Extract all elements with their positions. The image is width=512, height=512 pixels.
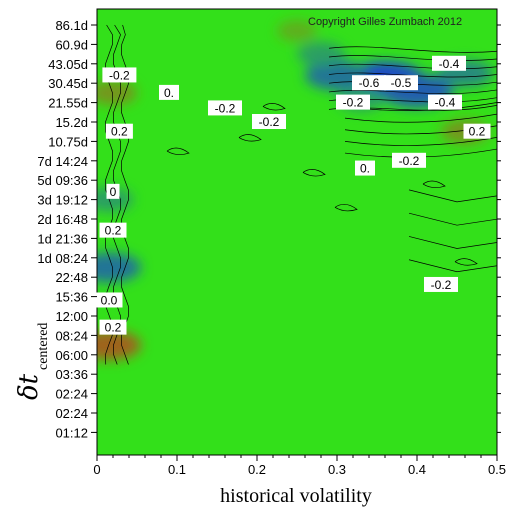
contour-line xyxy=(328,63,497,70)
y-axis-ticks: 86.1d 60.9d 43.05d 30.45d 21.55d 15.2d 10.75d 7… xyxy=(37,18,501,440)
contour-label-text: 0.2 xyxy=(469,125,486,139)
contour-label-text: -0.6 xyxy=(359,76,380,90)
y-tick-label: 5d 09:36 xyxy=(37,173,88,188)
contour-label-text: -0.2 xyxy=(343,96,364,110)
heatmap-feature xyxy=(97,187,133,212)
contour-label: -0.4 xyxy=(432,55,466,71)
y-tick-label: 06:00 xyxy=(55,348,88,363)
contour-label-text: 0.0 xyxy=(101,293,118,307)
contour-label-text: -0.2 xyxy=(215,101,236,115)
contour-label-text: 0. xyxy=(164,86,174,100)
heatmap-feature xyxy=(297,41,345,67)
contour-label: -0.2 xyxy=(336,94,370,110)
x-tick-label: 0.5 xyxy=(488,462,506,477)
contour-label: -0.2 xyxy=(208,100,242,116)
contour-label-text: 0.2 xyxy=(105,321,122,335)
y-tick-label: 86.1d xyxy=(55,18,88,33)
y-tick-label: 15:36 xyxy=(55,290,88,305)
contour-line xyxy=(344,113,497,123)
y-axis-label: δt centered xyxy=(14,323,51,400)
contour-label-text: 0 xyxy=(110,185,117,199)
y-tick-label: 7d 14:24 xyxy=(37,154,88,169)
contour-line xyxy=(344,137,497,146)
y-tick-label: 43.05d xyxy=(48,57,88,72)
x-tick-label: 0.2 xyxy=(248,462,266,477)
contour-label-text: -0.2 xyxy=(259,115,280,129)
contour-label: -0.2 xyxy=(392,152,426,168)
y-tick-label: 02:24 xyxy=(55,387,88,402)
contour-line xyxy=(422,180,446,189)
contour-line xyxy=(408,259,497,273)
y-tick-label: 2d 16:48 xyxy=(37,212,88,227)
contour-label: 0.2 xyxy=(105,123,133,139)
contour-line xyxy=(262,103,286,111)
heatmap-feature xyxy=(277,20,317,42)
contour-label-text: 0.2 xyxy=(105,224,122,238)
y-tick-label: 1d 21:36 xyxy=(37,231,88,246)
contour-line xyxy=(166,147,190,156)
y-tick-label: 15.2d xyxy=(55,115,88,130)
y-tick-label: 01:12 xyxy=(55,425,88,440)
x-tick-label: 0.3 xyxy=(328,462,346,477)
y-tick-label: 30.45d xyxy=(48,76,88,91)
plot-background xyxy=(97,9,497,455)
contour-label-text: -0.2 xyxy=(109,68,130,82)
contour-label: 0. xyxy=(159,84,179,100)
contour-label-text: 0.2 xyxy=(111,125,128,139)
contour-label-text: -0.5 xyxy=(391,76,412,90)
contour-label-text: -0.2 xyxy=(431,278,452,292)
contour-label-text: 0. xyxy=(360,162,370,176)
heatmap-feature xyxy=(97,330,141,361)
contour-label: -0.2 xyxy=(252,114,286,129)
heatmap-feature xyxy=(97,252,141,283)
y-tick-label: 3d 19:12 xyxy=(37,193,88,208)
y-tick-label: 22:48 xyxy=(55,270,88,285)
contour-label: -0.2 xyxy=(424,276,458,292)
contour-label: 0.0 xyxy=(95,292,123,308)
contour-line xyxy=(328,46,497,53)
contour-label: -0.2 xyxy=(102,67,137,83)
y-tick-label: 60.9d xyxy=(55,37,88,52)
copyright-text: Copyright Gilles Zumbach 2012 xyxy=(308,16,462,28)
contour-label: 0.2 xyxy=(99,319,127,335)
contour-label-text: -0.2 xyxy=(399,154,420,168)
x-tick-label: 0 xyxy=(93,462,100,477)
contour-line xyxy=(408,236,497,249)
contour-label-text: -0.4 xyxy=(439,57,460,71)
contour-label: -0.6 xyxy=(352,75,386,91)
contour-label: -0.5 xyxy=(384,75,418,91)
contour-label: 0.2 xyxy=(463,123,491,139)
y-tick-label: 21.55d xyxy=(48,96,88,111)
contour-line xyxy=(238,134,262,142)
y-axis-label-sub: centered xyxy=(36,323,51,370)
y-axis-label-main: δt xyxy=(14,373,44,400)
x-axis-ticks: 0 0.1 0.2 0.3 0.4 0.5 xyxy=(93,455,506,477)
contour-label: 0.2 xyxy=(99,222,127,238)
contour-line xyxy=(408,212,497,226)
y-tick-label: 12:00 xyxy=(55,309,88,324)
contour-labels: -0.6 -0.5 -0.4 -0.4 -0.2 0.2 -0.2 0. 0. -0.2 -0.2 -… xyxy=(95,55,491,335)
contour-line xyxy=(454,258,478,266)
contour-line xyxy=(328,89,497,95)
y-tick-label: 03:36 xyxy=(55,367,88,382)
plot-frame xyxy=(96,8,498,456)
y-tick-label: 08:24 xyxy=(55,328,88,343)
x-tick-label: 0.4 xyxy=(408,462,426,477)
y-tick-label: 1d 08:24 xyxy=(37,251,88,266)
contour-label: 0 xyxy=(106,183,120,199)
contour-label-text: -0.4 xyxy=(435,96,456,110)
x-tick-label: 0.1 xyxy=(168,462,186,477)
y-tick-label: 02:24 xyxy=(55,406,88,421)
contour-line xyxy=(334,204,358,212)
heatmap-feature xyxy=(97,80,137,106)
contour-line xyxy=(302,169,326,177)
contour-label: 0. xyxy=(355,160,375,176)
contour-label: -0.4 xyxy=(428,94,462,110)
x-axis-label: historical volatility xyxy=(220,485,372,507)
contour-line xyxy=(328,55,497,61)
contour-line xyxy=(408,189,497,203)
y-tick-label: 10.75d xyxy=(48,134,88,149)
